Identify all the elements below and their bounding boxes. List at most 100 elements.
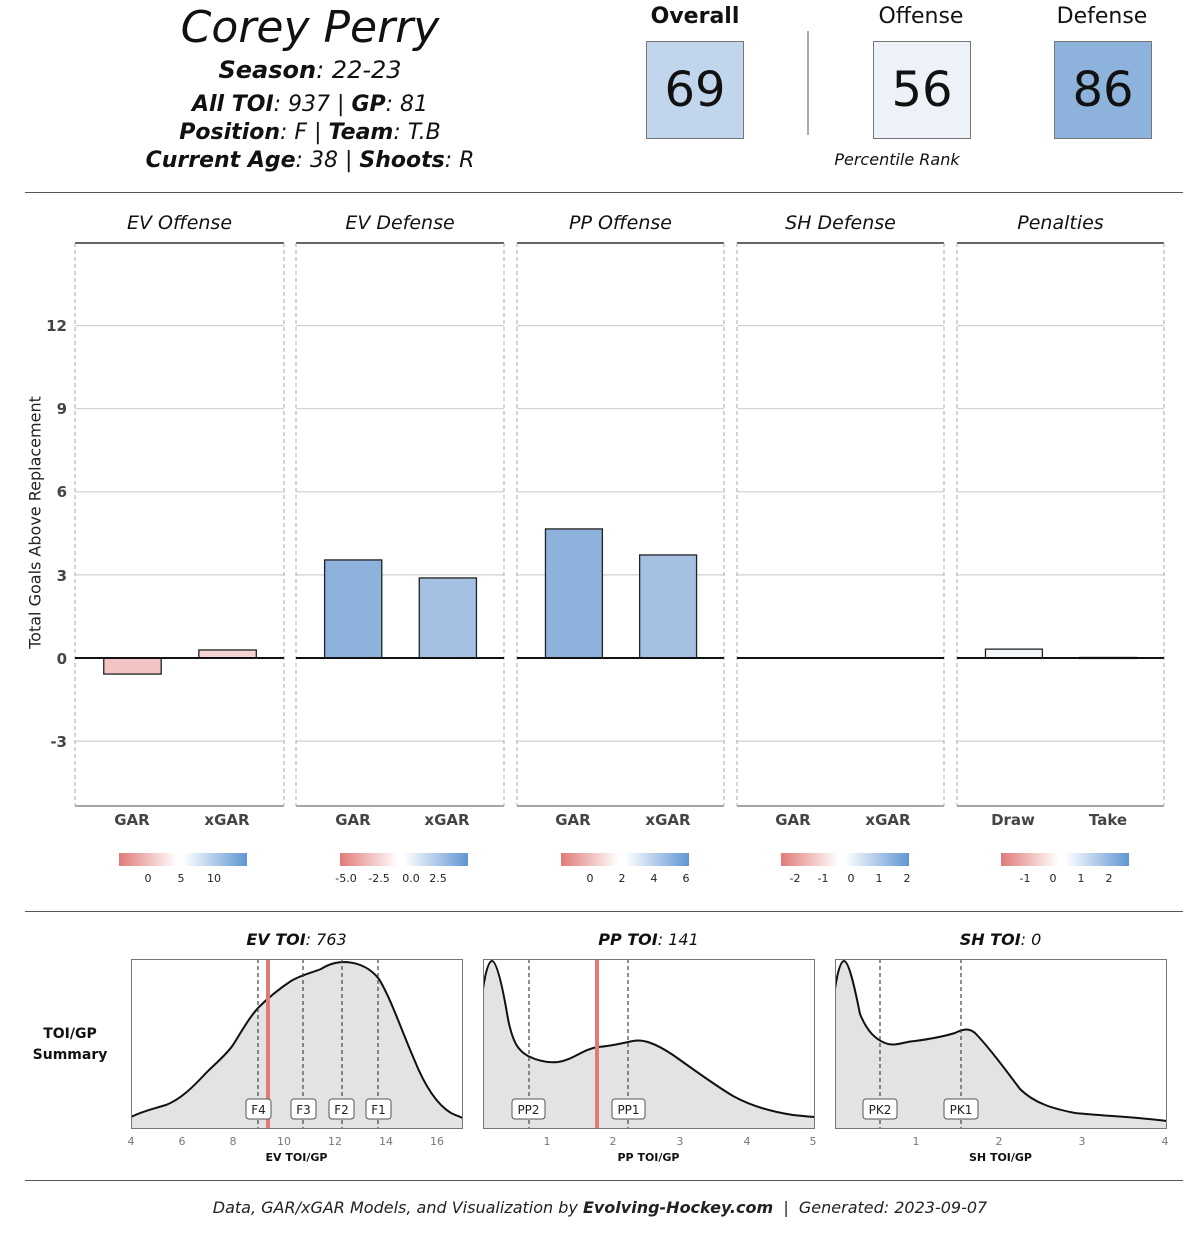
sh-toi-value: : 0 bbox=[1020, 930, 1042, 949]
svg-text:10: 10 bbox=[277, 1135, 291, 1148]
toi-value: : 937 | bbox=[273, 92, 352, 117]
svg-text:PP1: PP1 bbox=[617, 1103, 639, 1117]
ev-toi-title: EV TOI: 763 bbox=[131, 930, 462, 949]
svg-text:3: 3 bbox=[677, 1135, 684, 1148]
legend-tick: 4 bbox=[650, 872, 658, 885]
pp-toi-value: : 141 bbox=[657, 930, 699, 949]
footer: Data, GAR/xGAR Models, and Visualization… bbox=[0, 1198, 1200, 1217]
legend-tick: 0 bbox=[144, 872, 152, 885]
legend-tick: 10 bbox=[207, 872, 221, 885]
footer-brand-link[interactable]: Evolving-Hockey.com bbox=[582, 1198, 774, 1217]
team-value: : T.B bbox=[393, 120, 441, 145]
ytick-9: 9 bbox=[57, 400, 67, 418]
player-pp-toi-marker bbox=[595, 959, 599, 1129]
toi-summary-label-line2: Summary bbox=[32, 1047, 108, 1063]
svg-text:16: 16 bbox=[430, 1135, 444, 1148]
legend-colorbar bbox=[781, 853, 909, 866]
legend-tick: -2 bbox=[789, 872, 801, 885]
season-value: : 22-23 bbox=[316, 56, 402, 84]
sh-toi-density-plot: PK2 PK1 bbox=[835, 959, 1167, 1129]
xlabel-ev-off-xgar: xGAR bbox=[204, 811, 250, 829]
toi-summary-label: TOI/GP Summary bbox=[20, 1024, 120, 1066]
age-label: Current Age bbox=[145, 148, 296, 173]
facet-title-pp-offense: PP Offense bbox=[569, 212, 672, 234]
xlabel-pen-draw: Draw bbox=[991, 811, 1035, 829]
bar bbox=[198, 649, 257, 659]
bar bbox=[984, 648, 1044, 659]
player-name: Corey Perry bbox=[180, 2, 440, 53]
legend-colorbar bbox=[340, 853, 468, 866]
facet-title-ev-offense: EV Offense bbox=[126, 212, 233, 234]
svg-text:3: 3 bbox=[1079, 1135, 1086, 1148]
svg-text:12: 12 bbox=[328, 1135, 342, 1148]
svg-text:F1: F1 bbox=[371, 1103, 386, 1117]
overall-rank-box: 69 bbox=[646, 41, 744, 139]
ytick-0: 0 bbox=[57, 650, 67, 668]
facet-title-sh-defense: SH Defense bbox=[785, 212, 896, 234]
facet-panel bbox=[736, 242, 945, 807]
pp-toi-title: PP TOI: 141 bbox=[483, 930, 814, 949]
percentile-rank-caption: Percentile Rank bbox=[834, 150, 960, 169]
svg-text:PP2: PP2 bbox=[517, 1103, 539, 1117]
team-label: Team bbox=[328, 120, 394, 145]
ev-toi-label: EV TOI bbox=[246, 930, 306, 949]
facet-panel bbox=[956, 242, 1165, 807]
legend-tick: 1 bbox=[1077, 872, 1085, 885]
rank-divider bbox=[807, 31, 809, 135]
shoots-value: : R bbox=[444, 148, 475, 173]
defense-rank-box: 86 bbox=[1054, 41, 1152, 139]
ev-toi-x-axis: 4 6 8 10 12 14 16 bbox=[128, 1135, 445, 1148]
ytick-12: 12 bbox=[46, 317, 67, 335]
position-value: : F | bbox=[280, 120, 329, 145]
toi-label: All TOI bbox=[191, 92, 274, 117]
legend-tick: 2.5 bbox=[429, 872, 447, 885]
svg-text:4: 4 bbox=[1162, 1135, 1169, 1148]
svg-text:6: 6 bbox=[179, 1135, 186, 1148]
facet-title-penalties: Penalties bbox=[1017, 212, 1104, 234]
position-team-line: Position: F | Team: T.B bbox=[120, 120, 500, 145]
legend-tick: 0.0 bbox=[402, 872, 420, 885]
offense-title: Offense bbox=[878, 4, 964, 29]
svg-text:F4: F4 bbox=[251, 1103, 266, 1117]
legend-colorbar bbox=[119, 853, 247, 866]
gp-value: : 81 bbox=[385, 92, 429, 117]
legend-tick: 2 bbox=[903, 872, 911, 885]
svg-text:2: 2 bbox=[610, 1135, 617, 1148]
bar bbox=[638, 554, 698, 659]
sh-toi-title: SH TOI: 0 bbox=[835, 930, 1166, 949]
svg-text:F3: F3 bbox=[296, 1103, 311, 1117]
xlabel-ev-off-gar: GAR bbox=[114, 811, 150, 829]
xlabel-sh-xgar: xGAR bbox=[865, 811, 911, 829]
ev-toi-density-plot: F4 F3 F2 F1 bbox=[131, 959, 463, 1129]
xlabel-ev-def-gar: GAR bbox=[335, 811, 371, 829]
sh-toi-label: SH TOI bbox=[959, 930, 1021, 949]
legend-tick: 0 bbox=[847, 872, 855, 885]
ytick-6: 6 bbox=[57, 483, 67, 501]
legend-tick: -2.5 bbox=[368, 872, 390, 885]
footer-generated: | Generated: 2023-09-07 bbox=[773, 1198, 988, 1217]
shoots-label: Shoots bbox=[359, 148, 445, 173]
legend-tick: 5 bbox=[177, 872, 185, 885]
sh-toi-x-axis: 1 2 3 4 bbox=[913, 1135, 1169, 1148]
legend-tick: -5.0 bbox=[335, 872, 357, 885]
bar bbox=[544, 528, 604, 659]
svg-text:5: 5 bbox=[810, 1135, 817, 1148]
bar bbox=[103, 657, 162, 675]
legend-colorbar bbox=[561, 853, 689, 866]
pp-toi-x-axis: 1 2 3 4 5 bbox=[544, 1135, 817, 1148]
ytick-3: 3 bbox=[57, 567, 67, 585]
svg-text:PK1: PK1 bbox=[950, 1103, 973, 1117]
svg-text:1: 1 bbox=[544, 1135, 551, 1148]
bar bbox=[323, 559, 383, 659]
age-shoots-line: Current Age: 38 | Shoots: R bbox=[120, 148, 500, 173]
ev-toi-xlabel: EV TOI/GP bbox=[265, 1151, 328, 1164]
offense-rank-box: 56 bbox=[873, 41, 971, 139]
legend-tick: 0 bbox=[1049, 872, 1057, 885]
season-label: Season bbox=[218, 56, 317, 84]
svg-text:14: 14 bbox=[379, 1135, 393, 1148]
ev-toi-value: : 763 bbox=[305, 930, 347, 949]
footer-prefix: Data, GAR/xGAR Models, and Visualization… bbox=[212, 1198, 583, 1217]
legend-tick: -1 bbox=[817, 872, 829, 885]
svg-text:PK2: PK2 bbox=[869, 1103, 892, 1117]
svg-text:4: 4 bbox=[128, 1135, 135, 1148]
